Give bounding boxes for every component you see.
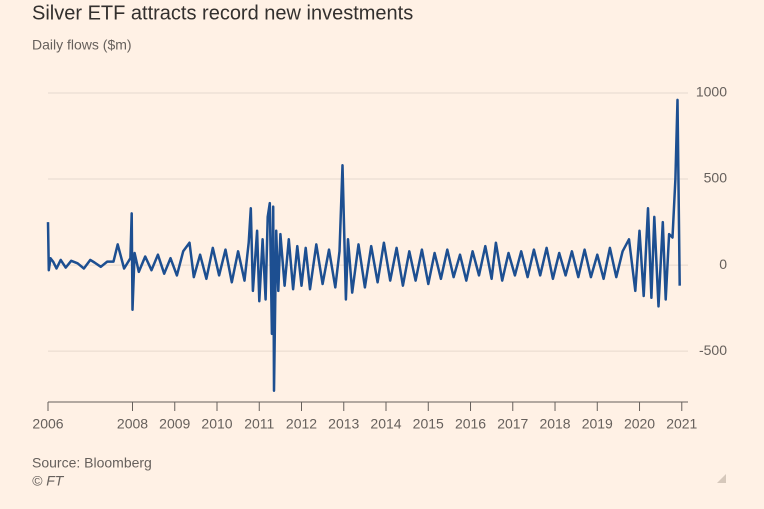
x-tick-label: 2021 [666,416,697,432]
x-tick-label: 2015 [413,416,444,432]
x-tick-label: 2020 [624,416,655,432]
x-tick-label: 2006 [32,416,63,432]
chart-title: Silver ETF attracts record new investmen… [32,2,413,24]
x-tick-label: 2013 [328,416,359,432]
x-tick-label: 2018 [539,416,570,432]
x-tick-label: 2019 [582,416,613,432]
x-tick-label: 2017 [497,416,528,432]
x-tick-label: 2014 [370,416,401,432]
x-tick-label: 2012 [286,416,317,432]
x-tick-label: 2011 [244,416,274,432]
x-tick-label: 2016 [455,416,486,432]
credit: © FT [32,473,65,489]
y-tick-label: -500 [699,342,727,358]
y-tick-label: 500 [704,170,728,186]
x-tick-label: 2008 [117,416,148,432]
series-line [46,98,681,392]
y-tick-label: 0 [719,256,727,272]
source: Source: Bloomberg [32,455,152,471]
x-tick-label: 2010 [201,416,232,432]
resize-icon [717,474,726,483]
y-tick-label: 1000 [696,84,727,100]
x-tick-label: 2009 [159,416,190,432]
chart-subtitle: Daily flows ($m) [32,37,132,53]
